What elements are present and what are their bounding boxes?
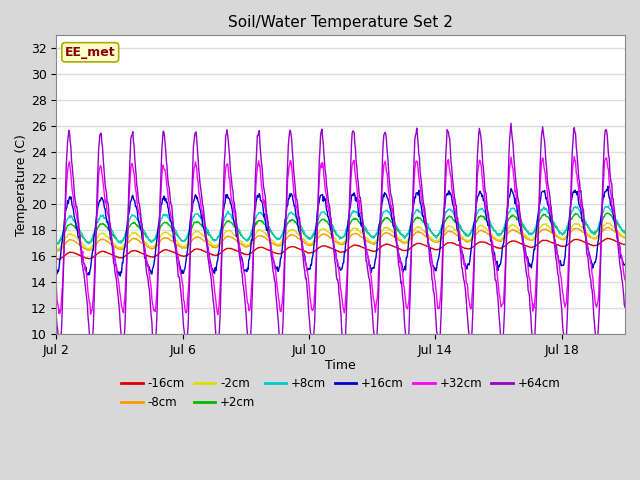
+32cm <box>214 312 221 317</box>
-16cm <box>621 241 629 247</box>
Title: Soil/Water Temperature Set 2: Soil/Water Temperature Set 2 <box>228 15 453 30</box>
+16cm <box>376 222 383 228</box>
+64cm <box>118 346 126 352</box>
+8cm <box>621 230 629 236</box>
Y-axis label: Temperature (C): Temperature (C) <box>15 133 28 236</box>
+8cm <box>73 222 81 228</box>
+64cm <box>507 120 515 126</box>
+32cm <box>570 154 578 160</box>
-8cm <box>376 237 383 242</box>
-8cm <box>604 225 612 230</box>
+2cm <box>291 218 298 224</box>
-8cm <box>260 234 268 240</box>
-8cm <box>291 233 298 239</box>
-16cm <box>52 256 60 262</box>
+32cm <box>621 277 629 283</box>
+32cm <box>376 260 383 265</box>
+64cm <box>52 314 60 320</box>
Line: +8cm: +8cm <box>56 206 625 244</box>
+8cm <box>260 215 268 220</box>
+32cm <box>513 193 520 199</box>
+32cm <box>291 194 298 200</box>
+64cm <box>376 272 383 277</box>
-8cm <box>187 240 195 245</box>
+16cm <box>260 214 268 220</box>
-2cm <box>513 224 520 229</box>
+2cm <box>604 210 612 216</box>
+2cm <box>513 215 520 220</box>
-16cm <box>187 250 195 255</box>
+8cm <box>376 221 383 227</box>
-2cm <box>187 235 195 241</box>
Line: -16cm: -16cm <box>56 239 625 259</box>
-2cm <box>260 229 268 235</box>
-2cm <box>376 232 383 238</box>
-16cm <box>74 252 81 257</box>
-16cm <box>260 245 268 251</box>
+64cm <box>291 173 298 179</box>
-16cm <box>604 236 611 241</box>
+8cm <box>85 241 93 247</box>
X-axis label: Time: Time <box>325 360 356 372</box>
-8cm <box>52 248 60 254</box>
-2cm <box>603 220 611 226</box>
Text: EE_met: EE_met <box>65 46 116 59</box>
+16cm <box>621 262 629 267</box>
-8cm <box>74 240 81 246</box>
-8cm <box>621 235 629 240</box>
+8cm <box>187 222 195 228</box>
+64cm <box>73 204 81 209</box>
+8cm <box>291 212 298 217</box>
+32cm <box>73 214 81 219</box>
+64cm <box>513 187 521 192</box>
-2cm <box>52 246 60 252</box>
+16cm <box>513 203 520 208</box>
-16cm <box>53 256 61 262</box>
+16cm <box>52 272 60 277</box>
+64cm <box>187 225 195 231</box>
Line: -8cm: -8cm <box>56 228 625 251</box>
-16cm <box>376 246 383 252</box>
-2cm <box>74 236 81 241</box>
+2cm <box>74 228 81 234</box>
Line: +16cm: +16cm <box>56 186 625 276</box>
+16cm <box>187 214 195 220</box>
-2cm <box>291 227 298 233</box>
+2cm <box>260 221 268 227</box>
+2cm <box>187 227 195 232</box>
+2cm <box>52 240 60 246</box>
-2cm <box>54 246 61 252</box>
-2cm <box>621 235 629 240</box>
Line: +32cm: +32cm <box>56 157 625 314</box>
+8cm <box>605 203 612 209</box>
+32cm <box>186 251 194 257</box>
Line: -2cm: -2cm <box>56 223 625 249</box>
+16cm <box>604 183 612 189</box>
-16cm <box>513 239 520 244</box>
+2cm <box>621 228 629 234</box>
+32cm <box>52 285 60 291</box>
-8cm <box>53 248 61 254</box>
+8cm <box>513 208 520 214</box>
+64cm <box>621 304 629 310</box>
+16cm <box>73 224 81 230</box>
+2cm <box>54 241 62 247</box>
-8cm <box>513 229 520 235</box>
Line: +2cm: +2cm <box>56 213 625 244</box>
+16cm <box>116 273 124 279</box>
Legend: -16cm, -8cm, -2cm, +2cm, +8cm, +16cm, +32cm, +64cm: -16cm, -8cm, -2cm, +2cm, +8cm, +16cm, +3… <box>116 372 565 414</box>
Line: +64cm: +64cm <box>56 123 625 349</box>
+16cm <box>291 203 298 209</box>
+64cm <box>260 186 268 192</box>
+32cm <box>260 197 268 203</box>
-16cm <box>291 244 298 250</box>
+8cm <box>52 240 60 246</box>
+2cm <box>376 227 383 232</box>
